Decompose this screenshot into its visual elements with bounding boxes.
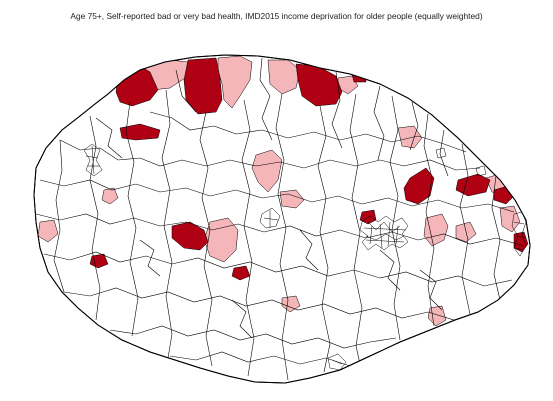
urban-clusters [83,143,527,371]
area-high [403,167,435,205]
county-outline [33,54,531,384]
area-medium [499,205,521,233]
yarmouth-cluster [511,211,527,257]
area-high [295,63,343,107]
map-title: Age 75+, Self-reported bad or very bad h… [70,11,483,21]
area-medium [101,187,119,205]
norwich-cluster [359,215,409,251]
kings-lynn-cluster [83,143,103,177]
area-medium [423,213,449,247]
area-high [119,123,161,141]
area-high [171,221,209,251]
thetford-cluster [259,207,281,229]
area-high [231,265,251,281]
area-medium [427,305,447,327]
area-boundaries [35,57,525,381]
area-high [455,173,491,197]
areas-layer [35,55,529,381]
dereham-cluster [435,147,487,177]
high-areas [89,57,529,281]
area-high [183,57,223,115]
area-medium [251,149,283,193]
coastline [33,54,531,384]
area-medium [37,219,59,243]
south-cluster [327,353,347,371]
